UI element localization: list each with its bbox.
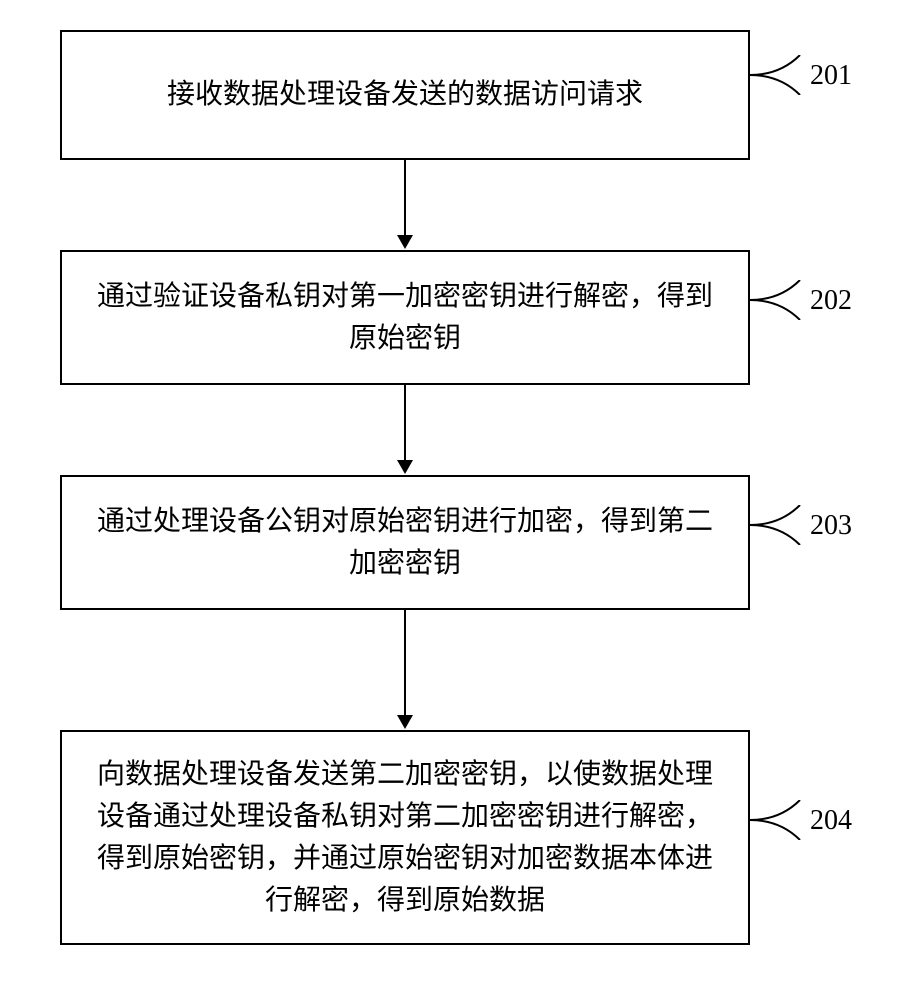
- flow-step-2: 通过验证设备私钥对第一加密密钥进行解密，得到原始密钥: [60, 250, 750, 385]
- flow-step-3-text: 通过处理设备公钥对原始密钥进行加密，得到第二加密密钥: [92, 501, 718, 585]
- arrow-2-3: [404, 385, 406, 460]
- arrow-head-3-4: [397, 715, 413, 729]
- step-label-4: 204: [810, 805, 852, 837]
- arrow-head-2-3: [397, 460, 413, 474]
- connector-curve-1: [750, 55, 810, 95]
- step-label-2: 202: [810, 285, 852, 317]
- flow-step-4: 向数据处理设备发送第二加密密钥，以使数据处理设备通过处理设备私钥对第二加密密钥进…: [60, 730, 750, 945]
- connector-curve-2: [750, 280, 810, 320]
- flow-step-3: 通过处理设备公钥对原始密钥进行加密，得到第二加密密钥: [60, 475, 750, 610]
- flow-step-1: 接收数据处理设备发送的数据访问请求: [60, 30, 750, 160]
- connector-curve-4: [750, 800, 810, 840]
- arrow-head-1-2: [397, 235, 413, 249]
- flowchart-container: 接收数据处理设备发送的数据访问请求 201 通过验证设备私钥对第一加密密钥进行解…: [0, 0, 899, 1000]
- arrow-3-4: [404, 610, 406, 715]
- flow-step-1-text: 接收数据处理设备发送的数据访问请求: [167, 74, 643, 116]
- step-label-3: 203: [810, 510, 852, 542]
- flow-step-2-text: 通过验证设备私钥对第一加密密钥进行解密，得到原始密钥: [92, 276, 718, 360]
- connector-curve-3: [750, 505, 810, 545]
- arrow-1-2: [404, 160, 406, 235]
- flow-step-4-text: 向数据处理设备发送第二加密密钥，以使数据处理设备通过处理设备私钥对第二加密密钥进…: [92, 754, 718, 922]
- step-label-1: 201: [810, 60, 852, 92]
